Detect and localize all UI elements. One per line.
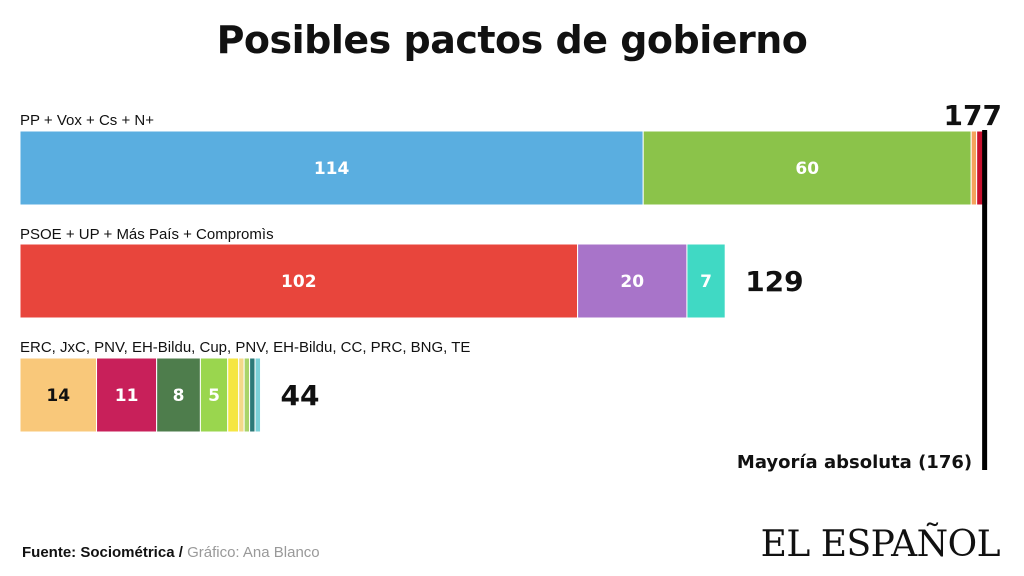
- majority-line: [982, 130, 988, 470]
- bar-segment: [686, 243, 726, 319]
- footer: Fuente: Sociométrica / Gráfico: Ana Blan…: [22, 544, 320, 561]
- brand-logo: EL ESPAÑOL: [760, 524, 1001, 565]
- majority-label: Mayoría absoluta (176): [737, 452, 972, 473]
- group-total-label: 44: [281, 379, 320, 412]
- bar-segment: [199, 357, 229, 433]
- group-total-label: 177: [944, 99, 1002, 132]
- bar-segment: [254, 357, 262, 433]
- bar-segment: [19, 130, 644, 206]
- bar-segment: [577, 243, 688, 319]
- segment-value-label: 11: [115, 386, 139, 406]
- segment-value-label: 20: [620, 272, 644, 292]
- bar-segment: [19, 357, 98, 433]
- bar-segment: [156, 357, 201, 433]
- segment-value-label: 8: [173, 386, 185, 406]
- bar-segment: [970, 130, 978, 206]
- bar-segment: [243, 357, 251, 433]
- credit-text: Gráfico: Ana Blanco: [187, 544, 320, 561]
- bar-segment: [238, 357, 245, 433]
- segment-value-label: 7: [700, 272, 712, 292]
- segment-value-label: 60: [795, 159, 819, 179]
- segment-value-label: 5: [208, 386, 220, 406]
- bar-segment: [227, 357, 240, 433]
- segment-value-label: 14: [46, 386, 70, 406]
- footer-separator: /: [174, 544, 188, 561]
- bar-segment: [249, 357, 256, 433]
- group-label: ERC, JxC, PNV, EH-Bildu, Cup, PNV, EH-Bi…: [20, 339, 470, 356]
- segment-value-label: 114: [314, 159, 350, 179]
- group-total-label: 129: [745, 265, 803, 298]
- bar-segment: [96, 357, 158, 433]
- bar-segment: [642, 130, 972, 206]
- group-label: PP + Vox + Cs + N+: [20, 112, 154, 129]
- chart-title: Posibles pactos de gobierno: [216, 18, 808, 62]
- group-label: PSOE + UP + Más País + Compromìs: [20, 226, 274, 243]
- bar-segment: [19, 243, 579, 319]
- segment-value-label: 102: [281, 272, 317, 292]
- source-text: Fuente: Sociométrica: [22, 544, 175, 561]
